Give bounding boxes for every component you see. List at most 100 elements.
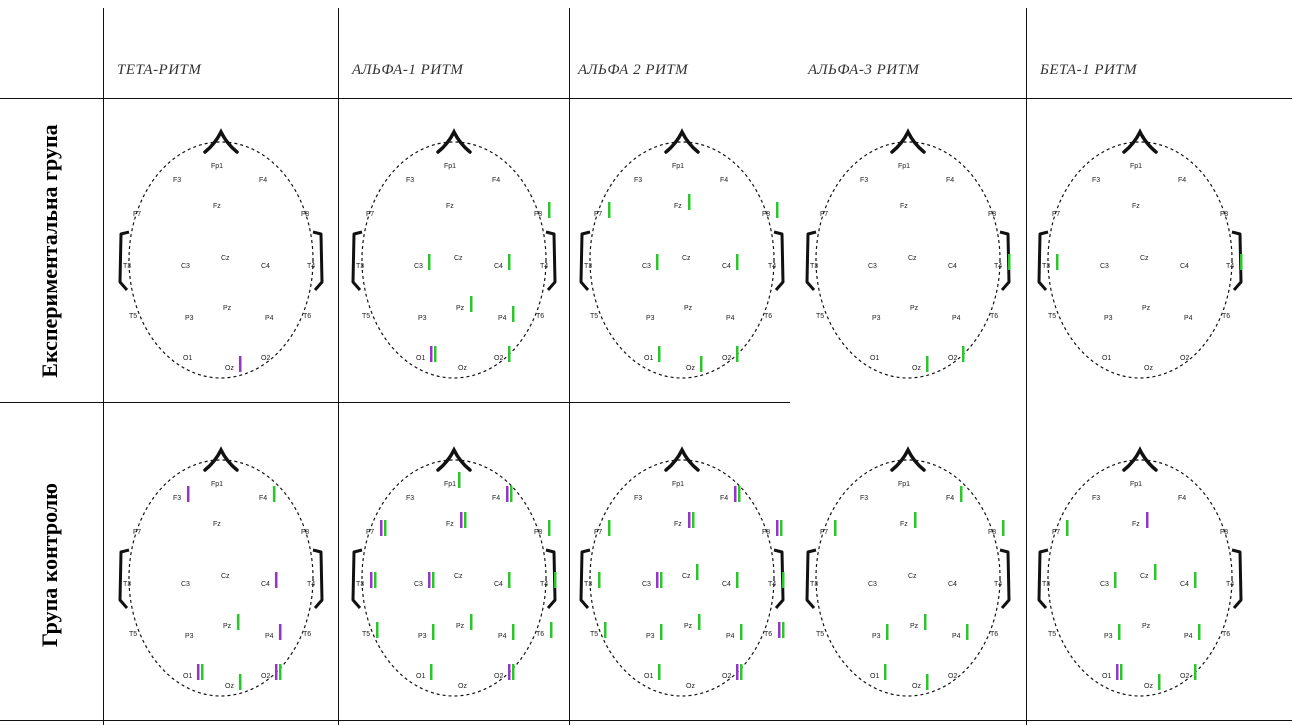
electrode-label: Oz (912, 365, 921, 372)
green-bar (776, 202, 779, 218)
electrode-label: F7 (1052, 529, 1060, 536)
electrode-label: T4 (540, 263, 548, 270)
head-map: Fp1 F3 F4 F7 Fz F8 T3 C3 Cz C4 T4 T5 P3 Pz P4 T6 O1 Oz O2 (805, 128, 1011, 379)
green-bar (782, 572, 785, 588)
electrode-label: Pz (223, 305, 232, 312)
electrode-label: P3 (646, 633, 655, 640)
electrode-label: F7 (366, 211, 374, 218)
green-bar (738, 486, 741, 502)
electrode-label: O2 (261, 355, 270, 362)
green-bar (201, 664, 204, 680)
green-bar (550, 622, 553, 638)
green-bar (688, 194, 691, 210)
electrode-label: Fz (900, 521, 908, 528)
electrode-label: O1 (416, 673, 425, 680)
electrode-label: Pz (456, 305, 465, 312)
electrode-label: C4 (1180, 263, 1189, 270)
grid-line (0, 720, 1292, 721)
row-label-experimental: Експериментальна група (37, 124, 62, 378)
green-bar (1066, 520, 1069, 536)
electrode-label: Pz (223, 623, 232, 630)
head-outline (1047, 459, 1233, 697)
electrode-label: F8 (534, 211, 542, 218)
green-bar (960, 486, 963, 502)
electrode-label: T5 (816, 631, 824, 638)
electrode-label: Oz (686, 683, 695, 690)
electrode-label: O2 (494, 355, 503, 362)
green-bar (1154, 564, 1157, 580)
electrode-label: P4 (1184, 315, 1193, 322)
purple-bar (688, 512, 691, 528)
electrode-label: T4 (768, 263, 776, 270)
electrode-label: Fp1 (1130, 481, 1142, 488)
electrode-label: C4 (494, 581, 503, 588)
electrode-label: P3 (646, 315, 655, 322)
row-label-control: Група контролю (37, 483, 62, 647)
left-ear (1037, 230, 1049, 291)
purple-bar (275, 572, 278, 588)
electrode-label: O2 (948, 355, 957, 362)
head-map: Fp1 F3 F4 F7 Fz F8 T3 C3 Cz C4 T4 T5 P3 Pz P4 T6 O1 Oz O2 (118, 128, 324, 379)
head-outline (815, 459, 1001, 697)
electrode-label: Fp1 (211, 481, 223, 488)
grid-line (103, 8, 104, 725)
head-map: Fp1 F3 F4 F7 Fz F8 T3 C3 Cz C4 T4 T5 P3 Pz P4 T6 O1 Oz O2 (579, 128, 785, 379)
electrode-label: O1 (1102, 355, 1111, 362)
head-outline (361, 141, 547, 379)
electrode-label: T6 (764, 631, 772, 638)
electrode-label: T3 (584, 581, 592, 588)
electrode-label: Oz (458, 365, 467, 372)
electrode-label: O1 (416, 355, 425, 362)
grid-line (338, 8, 339, 725)
green-bar (962, 346, 965, 362)
green-bar (428, 254, 431, 270)
electrode-label: F8 (534, 529, 542, 536)
electrode-label: T5 (362, 631, 370, 638)
electrode-label: F7 (594, 211, 602, 218)
electrode-label: Fz (674, 521, 682, 528)
green-bar (239, 674, 242, 690)
electrode-label: F8 (1220, 529, 1228, 536)
electrode-label: Pz (1142, 623, 1151, 630)
electrode-label: O2 (722, 355, 731, 362)
electrode-label: O2 (948, 673, 957, 680)
electrode-label: F4 (946, 177, 954, 184)
column-header-alpha2: АЛЬФА 2 РИТМ (578, 62, 689, 78)
electrode-label: O1 (644, 355, 653, 362)
electrode-label: Fz (1132, 203, 1140, 210)
green-bar (432, 624, 435, 640)
green-bar (432, 572, 435, 588)
electrode-label: C4 (494, 263, 503, 270)
purple-bar (430, 346, 433, 362)
head-outline (128, 141, 314, 379)
electrode-label: C3 (414, 263, 423, 270)
green-bar (512, 624, 515, 640)
green-bar (1198, 624, 1201, 640)
green-bar (1056, 254, 1059, 270)
green-bar (1240, 254, 1243, 270)
green-bar (508, 254, 511, 270)
purple-bar (1146, 512, 1149, 528)
electrode-label: Cz (454, 255, 463, 262)
nose-mark (203, 446, 239, 472)
green-bar (780, 520, 783, 536)
head-map: Fp1 F3 F4 F7 Fz F8 T3 C3 Cz C4 T4 T5 P3 Pz P4 T6 O1 Oz O2 (805, 446, 1011, 697)
electrode-label: Fz (446, 203, 454, 210)
electrode-label: F4 (259, 177, 267, 184)
electrode-label: Fp1 (898, 163, 910, 170)
electrode-label: P4 (952, 633, 961, 640)
nose-mark (1122, 128, 1158, 154)
green-bar (458, 472, 461, 488)
electrode-label: O1 (1102, 673, 1111, 680)
electrode-label: T3 (1042, 263, 1050, 270)
electrode-label: F7 (133, 529, 141, 536)
purple-bar (656, 572, 659, 588)
green-bar (508, 572, 511, 588)
column-header-beta1: БЕТА-1 РИТМ (1040, 62, 1138, 78)
electrode-label: C3 (868, 263, 877, 270)
head-outline (589, 459, 775, 697)
electrode-label: F7 (366, 529, 374, 536)
electrode-label: Cz (908, 255, 917, 262)
electrode-label: O1 (870, 673, 879, 680)
electrode-label: F8 (988, 211, 996, 218)
